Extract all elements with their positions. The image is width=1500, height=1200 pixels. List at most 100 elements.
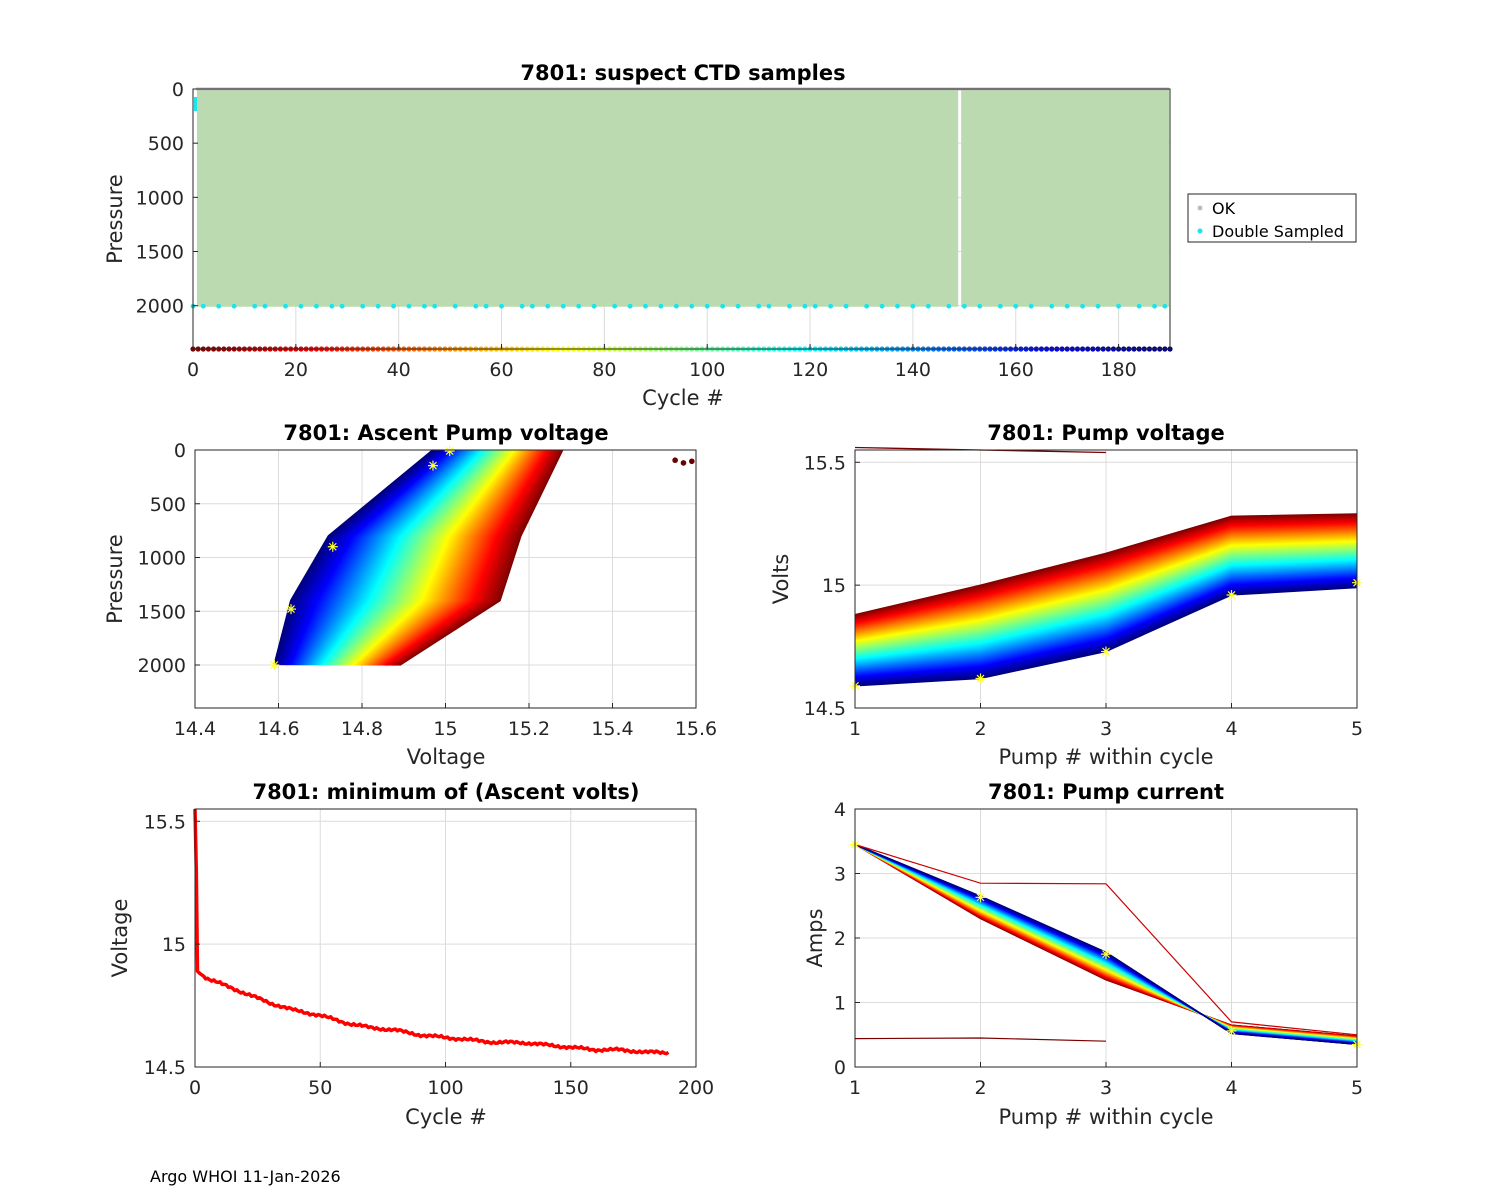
suspect-x-tick-label: 180: [1100, 359, 1136, 381]
double-sampled-point: [1136, 303, 1142, 309]
pump-voltage-cycle-line: [854, 529, 1358, 632]
ascent-cycle-line: [349, 449, 513, 666]
double-sampled-point: [910, 303, 916, 309]
double-sampled-point: [452, 303, 458, 309]
ascent-cycle-line: [305, 449, 467, 666]
pump-voltage-cycle-line: [854, 525, 1358, 628]
pump-voltage-x-tick-label: 3: [1100, 718, 1112, 740]
ascent-y-tick-label: 1000: [138, 548, 186, 570]
double-sampled-point: [360, 303, 366, 309]
double-sampled-point: [997, 303, 1003, 309]
pump-voltage-cycle-line: [854, 582, 1358, 683]
pump-voltage-cycle-line: [854, 523, 1358, 625]
ascent-cycle-line: [340, 449, 504, 666]
ascent-cycle-line: [317, 449, 480, 666]
double-sampled-point: [766, 303, 772, 309]
suspect-x-tick-label: 160: [998, 359, 1034, 381]
pump-voltage-cycle-line: [854, 561, 1358, 662]
suspect-x-label: Cycle #: [642, 386, 724, 410]
pump-voltage-x-tick-label: 5: [1351, 718, 1363, 740]
ascent-outlier-point: [672, 457, 678, 464]
min-voltage-x-tick-label: 150: [553, 1077, 589, 1099]
ascent-y-tick-label: 0: [174, 440, 186, 462]
double-sampled-point: [200, 303, 206, 309]
ascent-star-marker: [286, 604, 297, 615]
double-sampled-point: [252, 303, 258, 309]
pump-voltage-cycle-line: [854, 558, 1358, 660]
double-sampled-point: [1162, 303, 1168, 309]
ascent-chart-title: 7801: Ascent Pump voltage: [283, 421, 608, 445]
pump-voltage-cycle-line: [854, 578, 1358, 679]
ascent-cycle-line: [330, 449, 493, 666]
ascent-voltage-chart: 7801: Ascent Pump voltage Voltage Pressu…: [103, 421, 717, 769]
pump-voltage-chart-title: 7801: Pump voltage: [987, 421, 1225, 445]
double-sampled-point: [756, 303, 762, 309]
min-voltage-chart: 7801: minimum of (Ascent volts) Cycle # …: [108, 780, 714, 1129]
suspect-x-tick-label: 120: [792, 359, 828, 381]
double-sampled-point: [1049, 303, 1055, 309]
double-sampled-point: [1095, 303, 1101, 309]
pump-voltage-cycle-line: [854, 574, 1358, 675]
ascent-cycle-line: [321, 449, 484, 666]
ascent-cycle-line: [292, 449, 454, 666]
min-voltage-line: [193, 808, 670, 1056]
ascent-cycle-line: [306, 449, 468, 666]
pump-current-y-tick-label: 2: [834, 928, 846, 950]
pump-voltage-y-tick-label: 14.5: [804, 698, 846, 720]
pump-voltage-x-label: Pump # within cycle: [999, 745, 1214, 769]
ascent-cycle-line: [335, 449, 498, 666]
suspect-y-tick-label: 1500: [136, 242, 184, 264]
double-sampled-point: [216, 303, 222, 309]
min-voltage-y-tick-label: 14.5: [144, 1057, 186, 1079]
ascent-cycle-line: [319, 449, 481, 666]
double-sampled-point: [673, 303, 679, 309]
legend-ok-label: OK: [1212, 199, 1236, 218]
pump-voltage-cycle-line: [854, 576, 1358, 677]
double-sampled-point: [406, 303, 412, 309]
ascent-cycle-line: [337, 449, 500, 666]
double-sampled-point: [519, 303, 525, 309]
double-sampled-point: [591, 303, 597, 309]
ascent-x-label: Voltage: [407, 745, 486, 769]
ascent-y-label: Pressure: [103, 534, 127, 624]
ascent-cycle-line: [322, 449, 485, 666]
pump-current-star-marker: [1226, 1025, 1237, 1036]
double-sampled-point: [843, 303, 849, 309]
double-sampled-point: [432, 303, 438, 309]
pump-voltage-cycle-line: [854, 525, 1358, 627]
min-voltage-x-tick-label: 0: [189, 1077, 201, 1099]
pump-voltage-cycle-line: [854, 520, 1358, 623]
pump-voltage-cycle-line: [854, 554, 1358, 656]
pump-voltage-cycle-line: [854, 527, 1358, 629]
min-voltage-x-tick-label: 100: [427, 1077, 463, 1099]
pump-voltage-cycle-line: [854, 515, 1358, 618]
double-sampled-point: [658, 303, 664, 309]
pump-voltage-cycle-line: [854, 514, 1358, 617]
double-sampled-point: [576, 303, 582, 309]
min-voltage-x-tick-label: 50: [308, 1077, 332, 1099]
double-sampled-point: [391, 303, 396, 309]
suspect-x-tick-label: 0: [187, 359, 199, 381]
pump-voltage-cycle-line: [854, 531, 1358, 634]
double-sampled-point: [339, 303, 345, 309]
pump-current-anomaly-low-line: [854, 1037, 1107, 1042]
pump-current-x-label: Pump # within cycle: [999, 1105, 1214, 1129]
pump-current-x-tick-label: 5: [1351, 1077, 1363, 1099]
pump-voltage-y-label: Volts: [769, 554, 793, 605]
double-sampled-point: [529, 303, 535, 309]
pump-voltage-cycle-line: [854, 538, 1358, 640]
footer-text: Argo WHOI 11-Jan-2026: [150, 1167, 341, 1186]
double-sampled-point: [1116, 303, 1121, 309]
pump-voltage-star-marker: [1101, 646, 1111, 657]
pump-voltage-cycle-line: [854, 579, 1358, 680]
pump-voltage-cycle-line: [854, 568, 1358, 670]
pump-voltage-cycle-line: [854, 521, 1358, 624]
pump-voltage-cycle-line: [854, 564, 1358, 665]
pump-voltage-cycle-line: [854, 582, 1358, 683]
ascent-x-tick-label: 14.8: [341, 718, 383, 740]
ascent-x-tick-label: 14.4: [174, 718, 216, 740]
pump-voltage-cycle-line: [854, 564, 1358, 666]
ascent-cycle-line: [353, 449, 517, 666]
ascent-cycle-line: [348, 449, 512, 666]
